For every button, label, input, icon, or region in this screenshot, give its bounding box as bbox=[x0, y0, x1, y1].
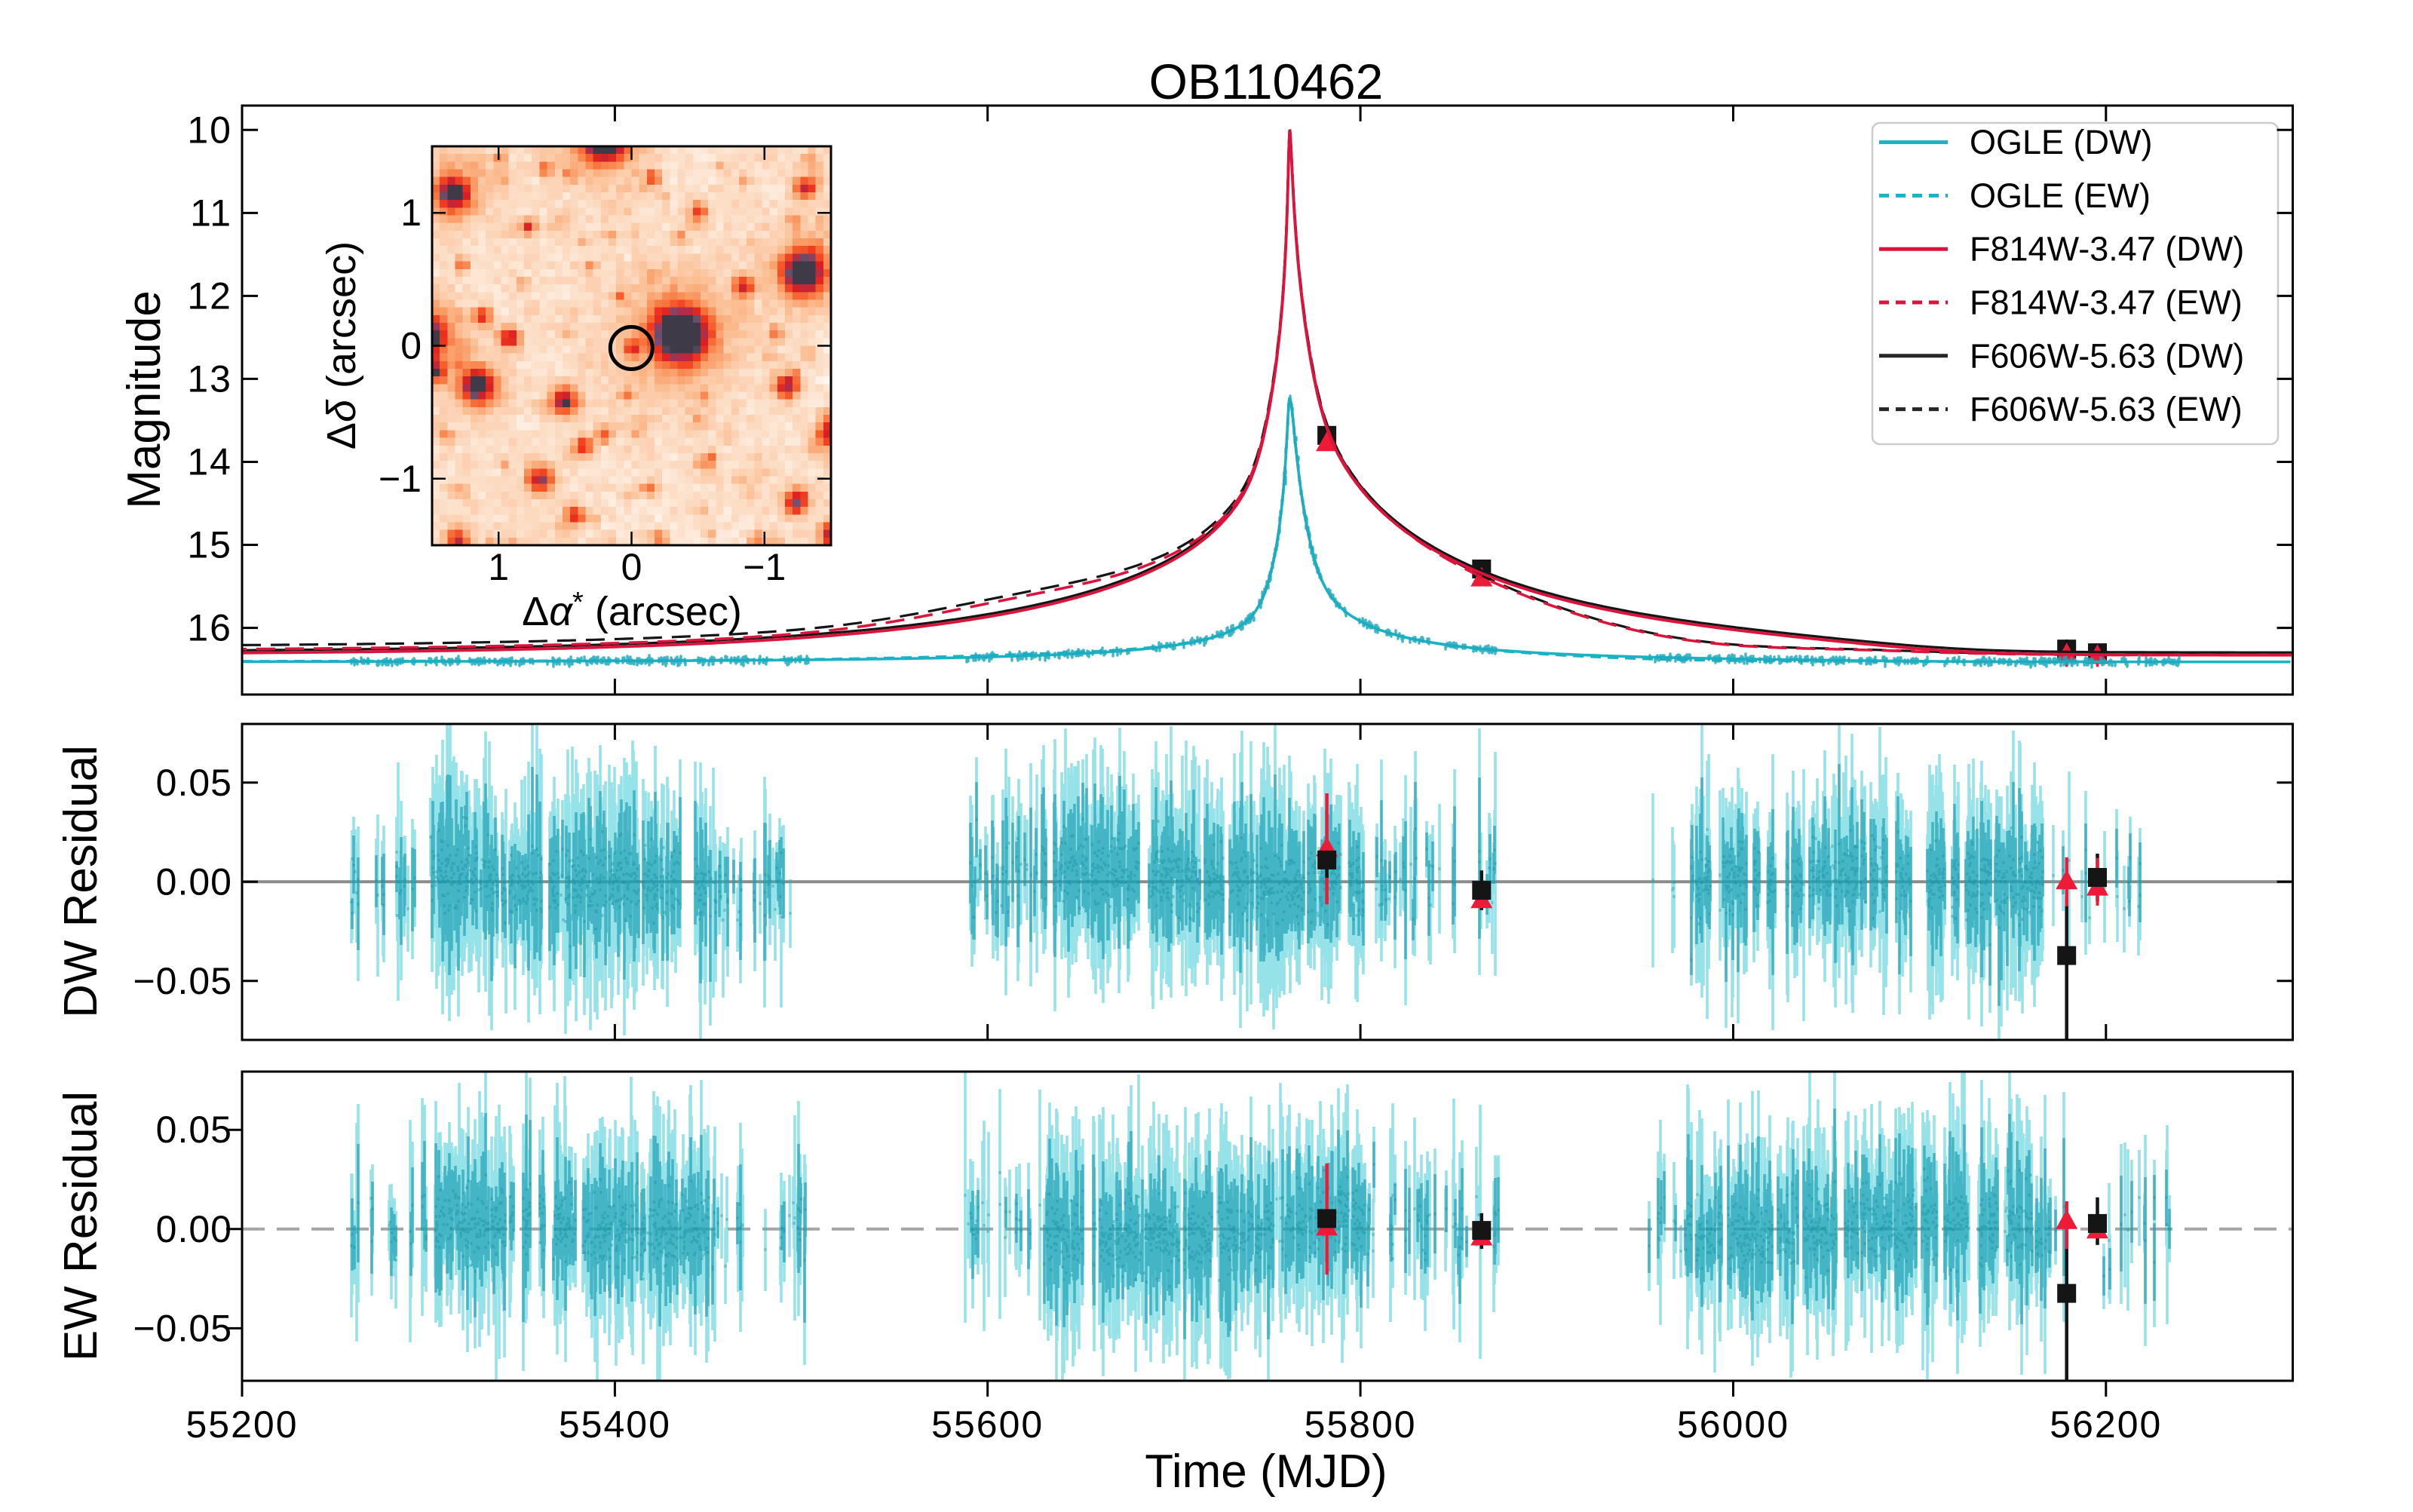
svg-text:F606W-5.63 (EW): F606W-5.63 (EW) bbox=[1970, 390, 2243, 428]
svg-text:55800: 55800 bbox=[1305, 1403, 1417, 1446]
svg-text:56200: 56200 bbox=[2050, 1403, 2162, 1446]
svg-text:0: 0 bbox=[621, 546, 642, 588]
svg-text:13: 13 bbox=[187, 357, 232, 400]
svg-text:EW Residual: EW Residual bbox=[55, 1091, 107, 1361]
svg-text:OGLE (DW): OGLE (DW) bbox=[1970, 123, 2153, 161]
svg-text:Magnitude: Magnitude bbox=[118, 290, 170, 509]
svg-text:0.00: 0.00 bbox=[156, 1208, 232, 1250]
svg-text:1: 1 bbox=[400, 192, 422, 234]
svg-text:56000: 56000 bbox=[1677, 1403, 1789, 1446]
svg-text:12: 12 bbox=[187, 274, 232, 317]
svg-text:DW Residual: DW Residual bbox=[55, 745, 107, 1018]
svg-text:1: 1 bbox=[488, 546, 509, 588]
svg-text:OB110462: OB110462 bbox=[1149, 54, 1384, 109]
svg-text:Time (MJD): Time (MJD) bbox=[1145, 1446, 1387, 1498]
svg-text:55200: 55200 bbox=[185, 1403, 298, 1446]
svg-text:−0.05: −0.05 bbox=[133, 1307, 232, 1349]
svg-text:0: 0 bbox=[400, 325, 422, 367]
svg-text:11: 11 bbox=[190, 192, 232, 234]
svg-text:F814W-3.47 (DW): F814W-3.47 (DW) bbox=[1970, 230, 2244, 268]
svg-text:16: 16 bbox=[187, 607, 232, 649]
svg-text:0.05: 0.05 bbox=[156, 1109, 232, 1151]
svg-text:15: 15 bbox=[187, 524, 232, 566]
svg-text:0.05: 0.05 bbox=[156, 762, 232, 804]
svg-text:55600: 55600 bbox=[931, 1403, 1044, 1446]
svg-text:0.00: 0.00 bbox=[156, 860, 232, 903]
svg-text:−1: −1 bbox=[379, 458, 422, 500]
svg-text:F814W-3.47 (EW): F814W-3.47 (EW) bbox=[1970, 284, 2243, 322]
svg-text:OGLE (EW): OGLE (EW) bbox=[1970, 176, 2151, 215]
svg-text:14: 14 bbox=[187, 441, 232, 483]
svg-text:F606W-5.63 (DW): F606W-5.63 (DW) bbox=[1970, 336, 2244, 375]
svg-text:−0.05: −0.05 bbox=[133, 960, 232, 1002]
svg-text:55400: 55400 bbox=[559, 1403, 671, 1446]
svg-text:−1: −1 bbox=[743, 546, 786, 588]
svg-text:10: 10 bbox=[187, 109, 232, 151]
svg-text:Δδ (arcsec): Δδ (arcsec) bbox=[319, 241, 364, 449]
svg-text:Δα* (arcsec): Δα* (arcsec) bbox=[522, 587, 742, 634]
